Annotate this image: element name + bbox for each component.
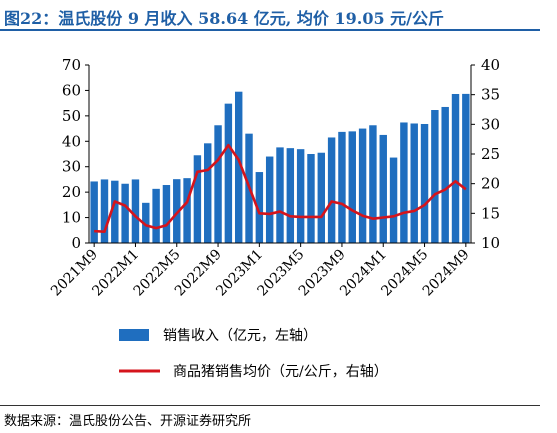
bar-mark <box>369 125 377 243</box>
legend-bar-label: 销售收入（亿元，左轴） <box>163 328 317 344</box>
y-left-tick-label: 30 <box>62 158 81 176</box>
bar-mark <box>358 128 367 243</box>
title-divider <box>0 29 540 31</box>
y-right-tick-label: 15 <box>481 204 500 222</box>
y-right-tick-label: 25 <box>481 145 500 163</box>
legend-bar-swatch <box>119 329 149 341</box>
bar-mark <box>90 181 98 243</box>
legend-line-label: 商品猪销售均价（元/公斤，右轴） <box>173 364 388 380</box>
bar-mark <box>255 172 264 243</box>
figure-title-bar: 图22：温氏股份 9 月收入 58.64 亿元, 均价 19.05 元/公斤 <box>0 0 557 31</box>
bar-mark <box>183 178 191 243</box>
bar-mark <box>173 179 181 243</box>
bar-mark <box>338 131 346 243</box>
bar-mark <box>265 156 274 243</box>
y-left-tick-label: 0 <box>71 234 81 252</box>
bar-mark <box>234 91 243 243</box>
y-left-tick-label: 20 <box>62 183 81 201</box>
bar-mark <box>121 183 129 243</box>
bar-mark <box>348 131 356 243</box>
source-divider <box>0 405 540 406</box>
bar-mark <box>286 148 295 243</box>
bar-mark <box>214 125 222 243</box>
y-left-tick-label: 70 <box>62 56 81 74</box>
bar-mark <box>307 154 315 243</box>
chart-area: 010203040506070101520253035402021M92022M… <box>48 56 500 380</box>
bar-mark <box>193 155 202 243</box>
bar-mark <box>389 157 398 243</box>
bar-mark <box>431 110 439 243</box>
bar-mark <box>204 143 212 243</box>
bar-mark <box>327 137 336 243</box>
bar-mark <box>462 93 470 243</box>
bar-mark <box>400 122 408 243</box>
y-right-tick-label: 20 <box>481 175 500 193</box>
y-right-tick-label: 10 <box>481 234 500 252</box>
bar-mark <box>111 180 119 243</box>
y-right-tick-label: 30 <box>481 115 500 133</box>
bar-mark <box>162 185 171 243</box>
y-left-tick-label: 40 <box>62 132 81 150</box>
bar-mark <box>131 179 140 243</box>
bar-mark <box>142 202 150 243</box>
y-right-tick-label: 35 <box>481 86 500 104</box>
bar-mark <box>379 134 387 243</box>
bar-mark <box>441 106 449 244</box>
figure-title: 图22：温氏股份 9 月收入 58.64 亿元, 均价 19.05 元/公斤 <box>4 9 445 28</box>
bar-mark <box>296 149 305 243</box>
bar-mark <box>420 123 429 243</box>
price-line <box>94 143 467 234</box>
bar-mark <box>224 103 233 244</box>
y-left-tick-label: 60 <box>62 81 81 99</box>
y-left-tick-label: 10 <box>62 209 81 227</box>
source-note: 数据来源：温氏股份公告、开源证券研究所 <box>4 414 252 429</box>
y-left-tick-label: 50 <box>62 107 81 125</box>
y-right-tick-label: 40 <box>481 56 500 74</box>
bar-mark <box>410 123 418 243</box>
bar-mark <box>451 93 460 243</box>
bar-mark <box>276 147 284 243</box>
bar-mark <box>100 179 109 243</box>
bar-mark <box>152 188 160 243</box>
bar-mark <box>317 152 326 243</box>
